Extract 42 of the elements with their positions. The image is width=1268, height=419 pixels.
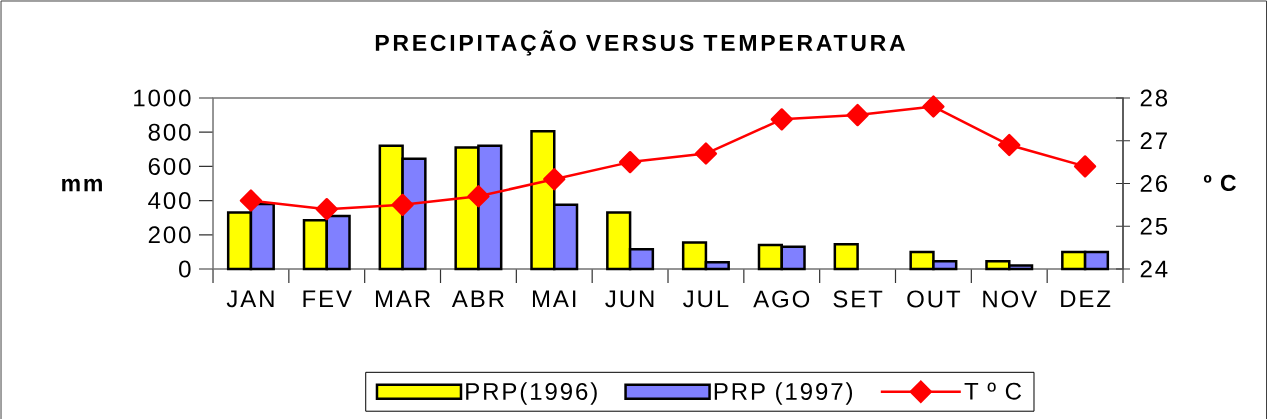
y-tick-label: 600 [148,157,191,175]
point [998,133,1021,157]
y2-tick-label: 26 [1140,175,1168,192]
chart-title: PRECIPITAÇÃO VERSUS TEMPERATURA [375,30,906,56]
legend-label: T º C [964,382,1022,400]
y2-tick-label: 27 [1140,132,1167,150]
point [846,103,869,127]
y2-tick-label: 28 [1140,89,1168,107]
x-tick-label: FEV [303,290,352,308]
point [1073,155,1097,178]
x-tick-label: DEZ [1061,290,1111,308]
y2-tick-label: 25 [1140,217,1168,235]
x-tick-label: NOV [983,290,1038,308]
x-tick-label: JUL [683,290,729,308]
y-axis-title: mm [62,178,102,192]
point [770,108,793,131]
y-tick-label: 1000 [134,89,191,107]
x-tick-label: OUT [907,290,961,308]
x-tick-label: ABR [451,290,504,308]
x-tick-label: AGO [753,290,810,308]
y-tick-label: 800 [148,123,191,141]
y-tick-label: 400 [148,192,191,210]
legend-label: PRP(1996) [466,382,597,405]
point [543,168,566,191]
point [467,185,490,208]
legend-label: PRP (1997) [714,382,853,405]
x-tick-label: SET [833,290,883,308]
y2-tick-label: 24 [1140,260,1168,278]
point [391,193,414,217]
x-tick-label: JUN [605,290,654,308]
point [315,197,338,221]
point [618,150,642,174]
x-tick-label: JAN [226,290,274,308]
point [922,95,945,118]
y2-axis-title: º C [1203,174,1236,192]
point [694,142,718,165]
bar [833,242,859,271]
y-tick-label: 200 [148,226,191,244]
y-tick-label: 0 [179,260,191,278]
x-tick-label: MAI [532,290,576,308]
x-tick-label: MAR [375,290,431,308]
point [239,189,263,212]
